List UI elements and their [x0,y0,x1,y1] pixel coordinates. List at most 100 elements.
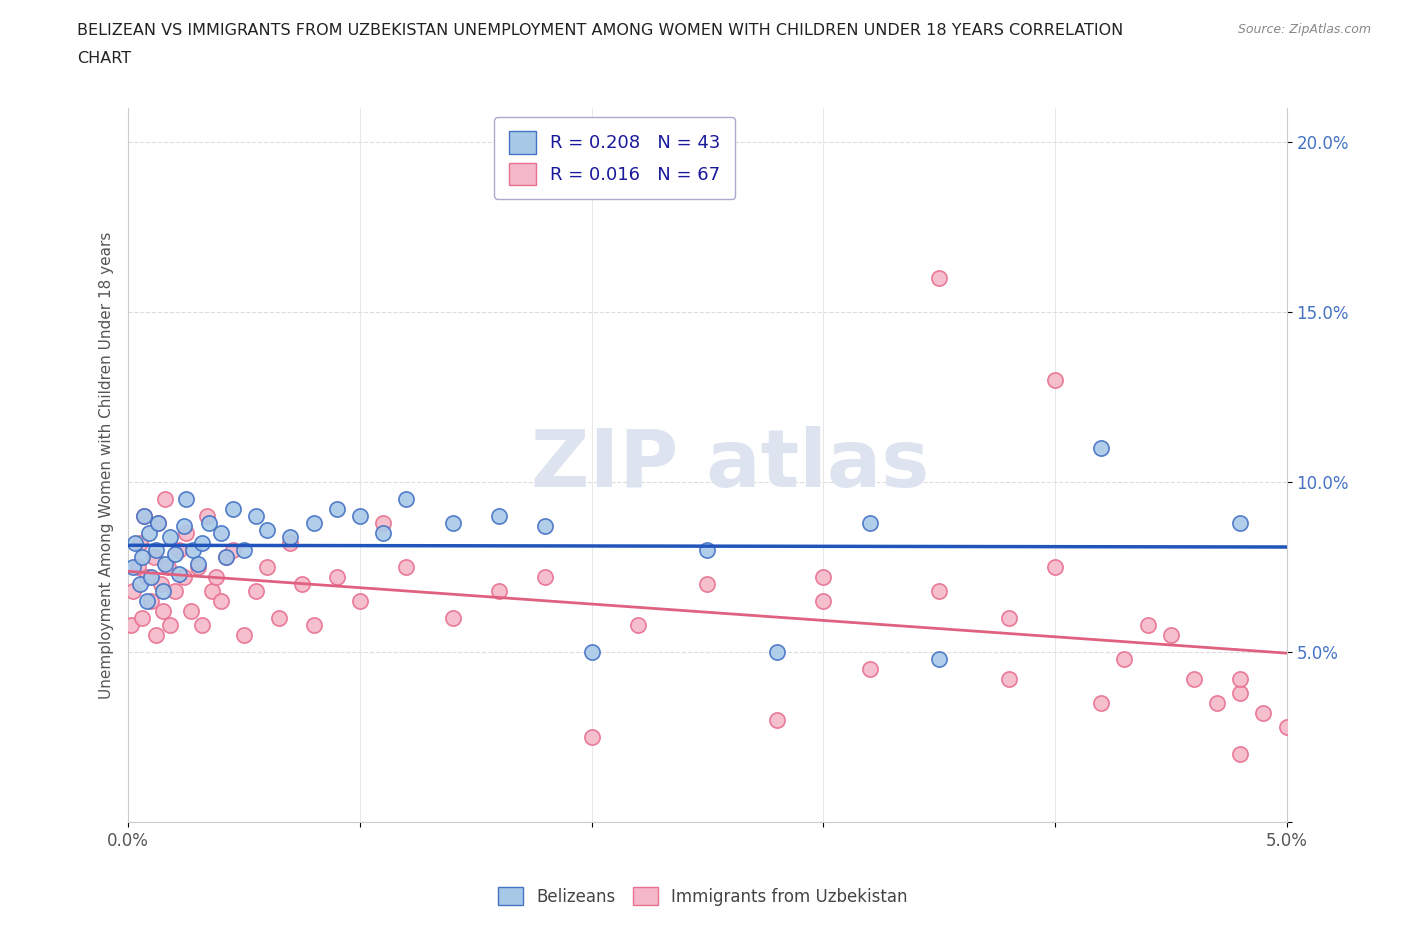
Y-axis label: Unemployment Among Women with Children Under 18 years: Unemployment Among Women with Children U… [100,232,114,698]
Point [488,509,510,524]
Point [1229,671,1251,686]
Point [256,523,278,538]
Text: CHART: CHART [77,51,131,66]
Point [302,515,325,530]
Point [371,515,394,530]
Point [145,628,167,643]
Point [1253,706,1275,721]
Point [187,556,209,571]
Point [1229,685,1251,700]
Point [233,543,256,558]
Point [155,556,177,571]
Point [256,560,278,575]
Point [326,502,349,517]
Point [1182,671,1205,686]
Point [181,543,204,558]
Text: ZIP atlas: ZIP atlas [531,426,929,504]
Point [167,566,190,581]
Point [141,570,163,585]
Point [1229,747,1251,762]
Point [395,492,418,507]
Point [326,570,349,585]
Point [142,550,165,565]
Point [696,577,718,591]
Point [1090,441,1112,456]
Text: Source: ZipAtlas.com: Source: ZipAtlas.com [1237,23,1371,36]
Point [191,618,214,632]
Point [120,618,142,632]
Point [928,271,950,286]
Point [135,570,157,585]
Point [152,583,174,598]
Point [581,644,603,659]
Point [138,525,160,540]
Point [163,546,186,561]
Point [191,536,214,551]
Point [858,515,880,530]
Point [167,543,190,558]
Point [131,550,153,565]
Point [280,529,302,544]
Point [813,593,835,608]
Point [205,570,228,585]
Point [441,611,464,626]
Point [245,583,267,598]
Point [371,525,394,540]
Point [122,583,145,598]
Point [1275,720,1298,735]
Point [766,712,789,727]
Point [233,628,256,643]
Point [214,550,236,565]
Point [1229,515,1251,530]
Point [173,570,195,585]
Point [148,515,170,530]
Point [214,550,236,565]
Point [221,543,243,558]
Point [159,618,181,632]
Point [291,577,314,591]
Point [128,577,150,591]
Point [209,525,232,540]
Point [155,492,177,507]
Point [997,611,1019,626]
Point [1206,696,1229,711]
Point [534,570,557,585]
Point [180,604,202,618]
Point [581,730,603,745]
Point [122,560,145,575]
Point [163,583,186,598]
Point [1136,618,1159,632]
Point [201,583,224,598]
Point [173,519,195,534]
Point [441,515,464,530]
Point [221,502,243,517]
Point [1160,628,1182,643]
Point [156,560,179,575]
Point [813,570,835,585]
Point [187,560,209,575]
Point [928,652,950,667]
Text: BELIZEAN VS IMMIGRANTS FROM UZBEKISTAN UNEMPLOYMENT AMONG WOMEN WITH CHILDREN UN: BELIZEAN VS IMMIGRANTS FROM UZBEKISTAN U… [77,23,1123,38]
Point [928,583,950,598]
Point [174,492,197,507]
Point [159,529,181,544]
Point [127,560,149,575]
Point [152,604,174,618]
Point [245,509,267,524]
Point [1043,373,1066,388]
Point [135,593,157,608]
Point [1090,696,1112,711]
Point [134,509,156,524]
Point [858,662,880,677]
Point [267,611,290,626]
Point [209,593,232,608]
Legend: Belizeans, Immigrants from Uzbekistan: Belizeans, Immigrants from Uzbekistan [492,881,914,912]
Point [148,515,170,530]
Point [198,515,221,530]
Point [488,583,510,598]
Point [395,560,418,575]
Point [1114,652,1136,667]
Point [534,519,557,534]
Point [997,671,1019,686]
Point [280,536,302,551]
